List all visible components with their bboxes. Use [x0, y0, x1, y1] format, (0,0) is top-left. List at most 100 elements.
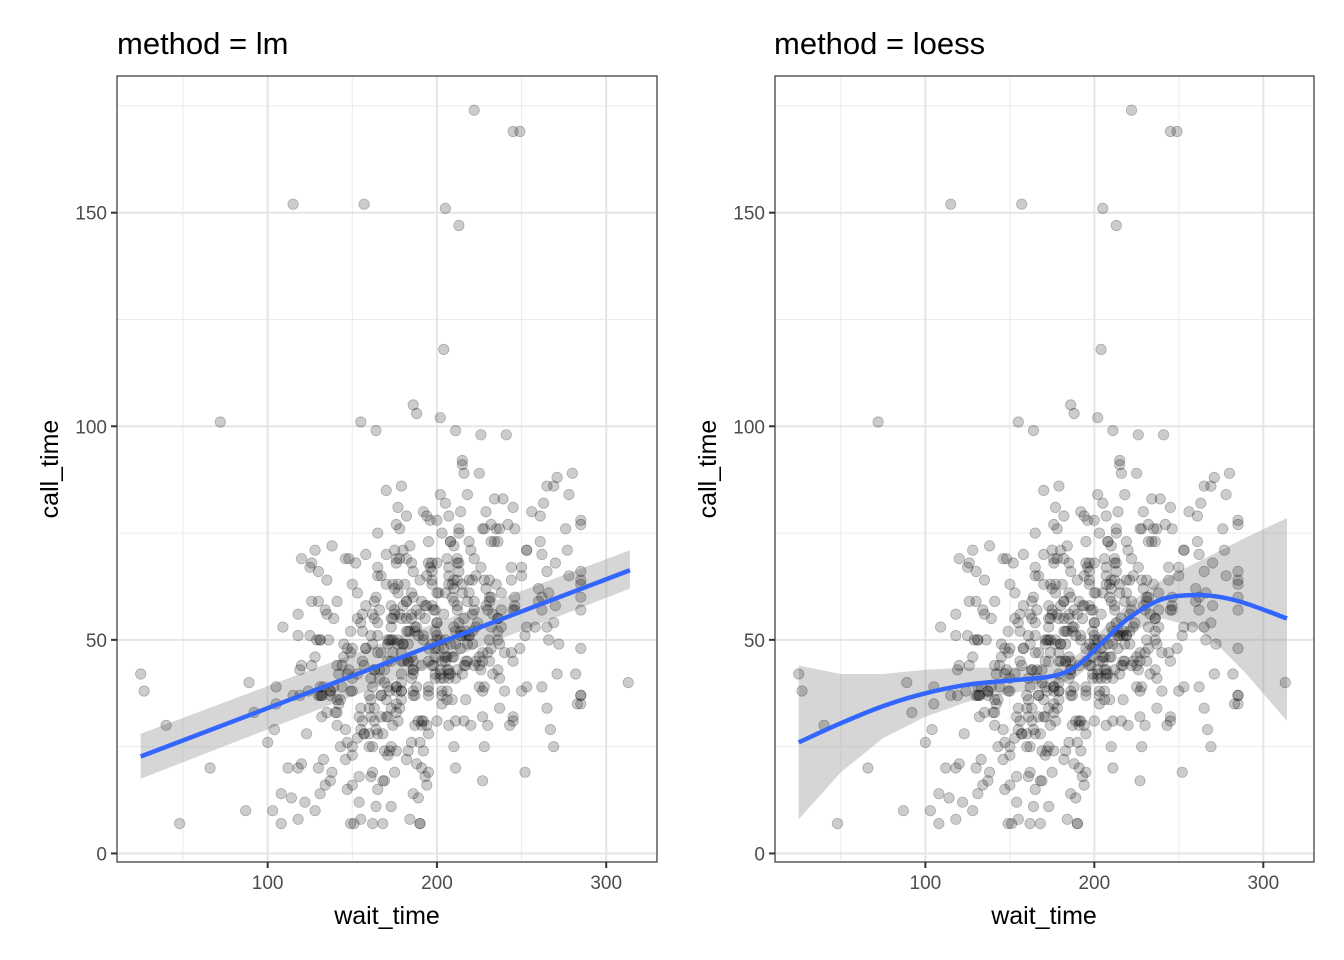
data-point [346, 685, 358, 697]
data-point [1046, 582, 1058, 595]
data-point [521, 544, 533, 556]
data-point [1033, 647, 1045, 659]
data-point [461, 488, 473, 501]
data-point [1010, 711, 1023, 723]
data-point [1068, 407, 1080, 420]
data-point [1117, 659, 1129, 672]
data-point [473, 681, 485, 693]
data-point [1205, 480, 1217, 492]
data-point [421, 719, 433, 731]
data-point [1191, 510, 1204, 522]
y-tick-label: 0 [754, 844, 765, 865]
x-tick-label: 200 [421, 873, 453, 894]
data-point [375, 689, 387, 702]
data-point [295, 553, 308, 565]
data-point [395, 676, 407, 689]
data-point [1004, 749, 1016, 761]
data-point [388, 544, 401, 556]
data-point [1007, 557, 1019, 569]
data-point [1053, 480, 1065, 492]
data-point [1164, 715, 1177, 727]
data-point [1087, 672, 1099, 684]
data-point [1048, 685, 1060, 697]
data-point [1146, 535, 1158, 548]
data-point [1083, 638, 1095, 650]
data-point [426, 659, 438, 672]
data-point [1016, 728, 1028, 740]
data-point [1097, 202, 1109, 214]
data-point [1154, 493, 1166, 505]
data-point [326, 766, 338, 778]
data-point [1055, 655, 1067, 667]
data-point [434, 668, 446, 680]
data-point [390, 685, 402, 697]
data-point [1115, 715, 1128, 727]
data-point [514, 642, 526, 655]
data-point [509, 523, 521, 535]
data-point [1127, 621, 1139, 633]
data-point [446, 651, 458, 663]
panel-loess: method = loess 100 200 300 0 50 100 150 wait_t… [694, 26, 1315, 930]
data-point [429, 672, 441, 684]
data-point [1088, 617, 1100, 629]
data-point [1114, 668, 1126, 680]
data-point [1039, 711, 1051, 723]
data-point [1232, 514, 1244, 526]
data-point [366, 766, 379, 778]
data-point [1060, 655, 1072, 667]
data-point [436, 698, 448, 710]
data-point [1068, 604, 1080, 616]
data-point [1044, 719, 1057, 731]
data-point [407, 685, 419, 697]
data-point [1049, 587, 1062, 599]
data-point [1083, 659, 1095, 672]
data-point [299, 796, 311, 808]
data-point [1080, 685, 1092, 697]
data-point [388, 608, 401, 620]
data-point [1146, 493, 1158, 505]
data-point [355, 416, 367, 428]
data-point [1104, 578, 1116, 590]
data-point [135, 668, 147, 680]
data-point [978, 574, 991, 586]
data-point [1120, 535, 1133, 548]
data-point [505, 647, 517, 659]
data-point [926, 723, 938, 736]
data-point [468, 104, 480, 116]
data-point [1092, 664, 1104, 676]
y-tick-label: 150 [75, 204, 107, 225]
data-point [443, 668, 455, 680]
data-point [449, 715, 462, 727]
data-point [1073, 762, 1085, 774]
data-point [378, 775, 391, 787]
data-point [982, 689, 994, 702]
x-tick-label: 200 [1078, 873, 1110, 894]
data-point [999, 783, 1011, 796]
data-point [1100, 719, 1112, 731]
data-point [1207, 600, 1219, 612]
data-point [295, 659, 308, 672]
data-point [485, 591, 497, 603]
data-point [1112, 506, 1124, 518]
data-point [422, 535, 435, 548]
data-point [1065, 788, 1077, 800]
data-point [1109, 604, 1121, 616]
data-point [387, 719, 399, 731]
data-point [1046, 544, 1058, 556]
data-point [329, 706, 341, 719]
data-point [933, 817, 945, 830]
data-point [356, 655, 369, 667]
data-point [1173, 561, 1185, 573]
data-point [422, 728, 435, 740]
data-point [421, 570, 433, 582]
data-point [400, 553, 413, 565]
data-point [412, 792, 424, 804]
data-point [1044, 612, 1057, 625]
data-point [453, 617, 465, 629]
data-point [1232, 578, 1244, 590]
data-point [394, 523, 406, 535]
data-point [326, 540, 338, 552]
data-point [1107, 762, 1119, 774]
data-point [449, 672, 462, 684]
data-point [405, 612, 418, 625]
